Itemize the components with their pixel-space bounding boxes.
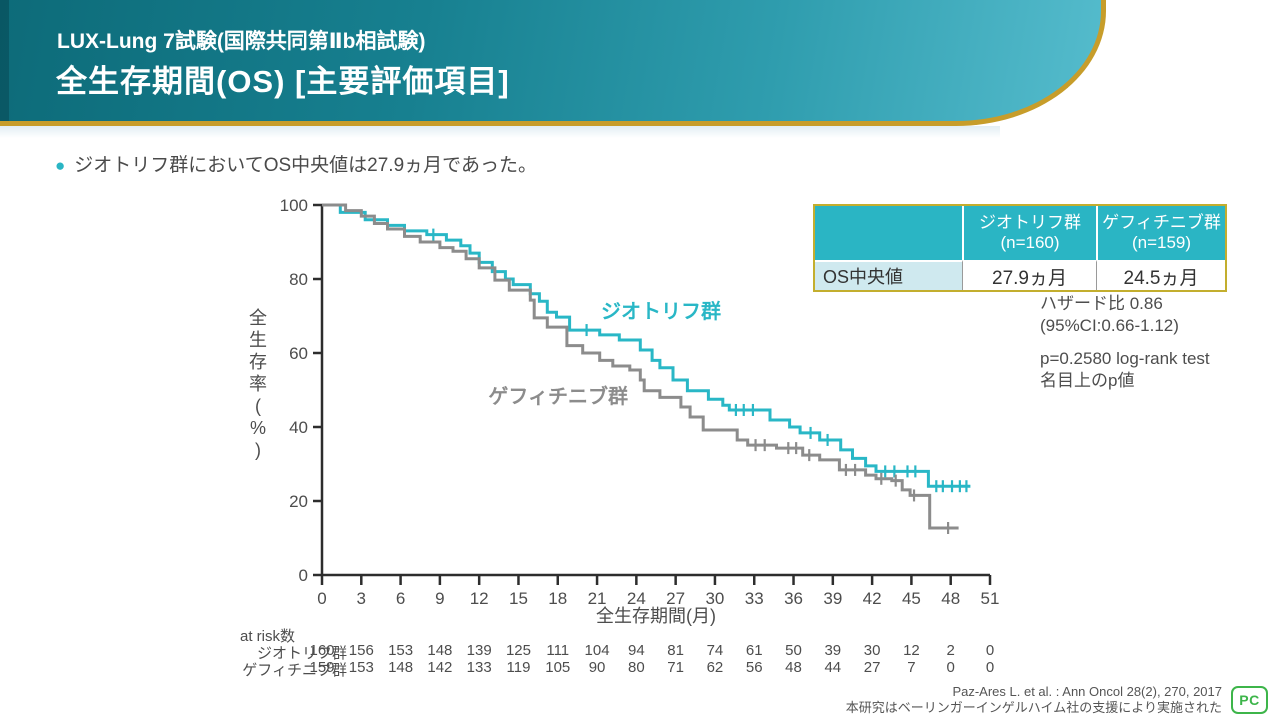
at-risk-count: 119 bbox=[506, 659, 531, 676]
at-risk-count: 61 bbox=[745, 642, 763, 659]
x-tick-label: 9 bbox=[435, 589, 444, 608]
y-tick-label: 20 bbox=[289, 492, 308, 511]
y-tick-label: 0 bbox=[299, 566, 308, 585]
median-os-afatinib: 27.9ヵ月 bbox=[962, 260, 1096, 290]
at-risk-row-name: ジオトリフ群 bbox=[256, 645, 347, 662]
table-header-afatinib: ジオトリフ群 (n=160) bbox=[962, 206, 1096, 260]
afatinib-arm-label: ジオトリフ群 bbox=[979, 213, 1081, 232]
at-risk-count: 133 bbox=[466, 659, 492, 676]
x-tick-label: 36 bbox=[784, 589, 803, 608]
x-tick-label: 33 bbox=[745, 589, 764, 608]
p-value: p=0.2580 log-rank test bbox=[1040, 349, 1210, 368]
x-tick-label: 30 bbox=[705, 589, 724, 608]
x-tick-label: 45 bbox=[902, 589, 921, 608]
x-tick-label: 12 bbox=[470, 589, 489, 608]
at-risk-count: 27 bbox=[863, 659, 881, 676]
at-risk-count: 148 bbox=[388, 659, 414, 676]
header-under-fade bbox=[0, 126, 1000, 138]
x-tick-label: 0 bbox=[317, 589, 326, 608]
at-risk-count: 7 bbox=[907, 659, 916, 676]
key-message: ● ジオトリフ群においてOS中央値は27.9ヵ月であった。 bbox=[55, 150, 537, 177]
citation-reference: Paz-Ares L. et al. : Ann Oncol 28(2), 27… bbox=[952, 684, 1222, 699]
citation: Paz-Ares L. et al. : Ann Oncol 28(2), 27… bbox=[846, 684, 1222, 716]
at-risk-count: 160 bbox=[309, 642, 335, 659]
hazard-ratio-ci: (95%CI:0.66-1.12) bbox=[1040, 316, 1179, 335]
at-risk-count: 39 bbox=[824, 642, 842, 659]
gefitinib-arm-n: (n=159) bbox=[1131, 233, 1192, 252]
x-tick-label: 48 bbox=[941, 589, 960, 608]
x-tick-label: 18 bbox=[548, 589, 567, 608]
at-risk-count: 125 bbox=[505, 642, 531, 659]
median-os-row-label: OS中央値 bbox=[815, 260, 962, 290]
at-risk-count: 44 bbox=[824, 659, 842, 676]
at-risk-count: 90 bbox=[588, 659, 606, 676]
slide-title: 全生存期間(OS) [主要評価項目] bbox=[56, 64, 510, 99]
x-tick-label: 24 bbox=[627, 589, 646, 608]
at-risk-count: 142 bbox=[427, 659, 453, 676]
at-risk-label: at risk数 bbox=[240, 628, 296, 645]
at-risk-count: 139 bbox=[466, 642, 492, 659]
at-risk-count: 105 bbox=[545, 659, 571, 676]
table-header-gefitinib: ゲフィチニブ群 (n=159) bbox=[1096, 206, 1225, 260]
hazard-ratio: ハザード比 0.86 bbox=[1040, 294, 1163, 313]
median-os-table: ジオトリフ群 (n=160) ゲフィチニブ群 (n=159) OS中央値 27.… bbox=[813, 204, 1227, 292]
gefitinib-arm-label: ゲフィチニブ群 bbox=[1102, 213, 1221, 232]
at-risk-count: 62 bbox=[706, 659, 724, 676]
key-message-text: ジオトリフ群においてOS中央値は27.9ヵ月であった。 bbox=[74, 155, 537, 176]
at-risk-count: 111 bbox=[546, 642, 570, 659]
x-tick-label: 42 bbox=[863, 589, 882, 608]
median-os-gefitinib: 24.5ヵ月 bbox=[1096, 260, 1225, 290]
x-tick-label: 15 bbox=[509, 589, 528, 608]
at-risk-count: 148 bbox=[427, 642, 453, 659]
at-risk-count: 30 bbox=[863, 642, 881, 659]
p-value-note: 名目上のp値 bbox=[1040, 371, 1135, 390]
y-tick-label: 40 bbox=[289, 418, 308, 437]
survival-curve-0 bbox=[322, 203, 971, 488]
x-tick-label: 39 bbox=[823, 589, 842, 608]
x-tick-label: 3 bbox=[357, 589, 366, 608]
at-risk-count: 71 bbox=[667, 659, 684, 676]
at-risk-row-name: ゲフィチニブ群 bbox=[242, 662, 347, 679]
x-tick-label: 27 bbox=[666, 589, 685, 608]
slide-subtitle: LUX-Lung 7試験(国際共同第Ⅱb相試験) bbox=[57, 30, 426, 53]
at-risk-count: 94 bbox=[628, 642, 645, 659]
curve-label-0: ジオトリフ群 bbox=[601, 299, 721, 323]
at-risk-count: 80 bbox=[628, 659, 645, 676]
at-risk-count: 50 bbox=[785, 642, 802, 659]
x-axis-title: 全生存期間(月) bbox=[596, 606, 716, 626]
x-tick-label: 6 bbox=[396, 589, 405, 608]
at-risk-count: 12 bbox=[903, 642, 920, 659]
pc-logo: PC bbox=[1231, 686, 1268, 714]
bullet-icon: ● bbox=[55, 156, 66, 175]
at-risk-count: 0 bbox=[985, 659, 995, 676]
afatinib-arm-n: (n=160) bbox=[1000, 233, 1060, 252]
x-tick-label: 21 bbox=[588, 589, 607, 608]
at-risk-count: 56 bbox=[745, 659, 763, 676]
at-risk-count: 2 bbox=[946, 642, 955, 659]
table-corner-cell bbox=[815, 206, 962, 260]
at-risk-count: 48 bbox=[785, 659, 802, 676]
at-risk-count: 104 bbox=[584, 642, 610, 659]
at-risk-count: 156 bbox=[348, 642, 374, 659]
at-risk-count: 0 bbox=[985, 642, 995, 659]
header-band bbox=[0, 0, 1106, 126]
at-risk-count: 159 bbox=[309, 659, 335, 676]
y-tick-label: 60 bbox=[289, 344, 308, 363]
y-tick-label: 100 bbox=[280, 196, 308, 215]
citation-sponsor: 本研究はベーリンガーインゲルハイム社の支援により実施された bbox=[845, 700, 1222, 715]
y-tick-label: 80 bbox=[289, 270, 308, 289]
at-risk-count: 153 bbox=[348, 659, 374, 676]
at-risk-count: 153 bbox=[388, 642, 414, 659]
at-risk-count: 0 bbox=[946, 659, 955, 676]
stats-block: ハザード比 0.86 (95%CI:0.66-1.12) p=0.2580 lo… bbox=[1040, 293, 1210, 392]
x-tick-label: 51 bbox=[981, 589, 1000, 608]
curve-label-1: ゲフィチニブ群 bbox=[488, 384, 628, 408]
at-risk-count: 81 bbox=[667, 642, 684, 659]
y-axis-title: 全生存率(%) bbox=[249, 308, 267, 460]
survival-curve-1 bbox=[322, 203, 959, 530]
at-risk-count: 74 bbox=[706, 642, 724, 659]
